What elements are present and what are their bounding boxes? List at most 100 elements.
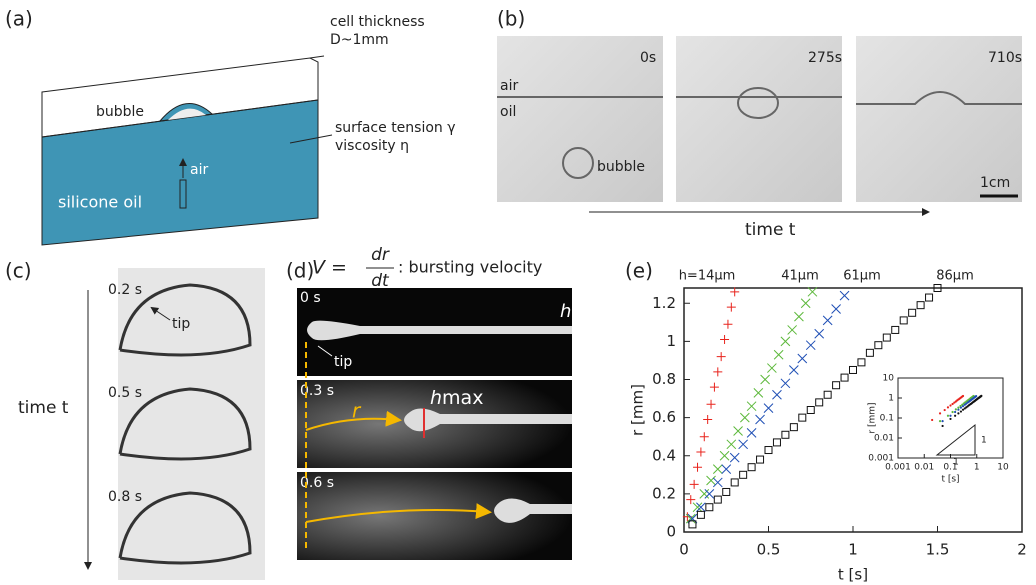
marker bbox=[850, 366, 857, 373]
marker bbox=[697, 511, 704, 518]
y-tick-label: 0.6 bbox=[652, 408, 676, 426]
annotation: tip bbox=[172, 316, 190, 332]
axis-label: time t bbox=[18, 398, 69, 418]
panel-label: (e) bbox=[625, 259, 653, 283]
annotation: bubble bbox=[597, 159, 645, 175]
marker bbox=[700, 489, 709, 498]
marker bbox=[939, 412, 941, 414]
panel-label: (b) bbox=[497, 7, 525, 31]
marker bbox=[944, 409, 946, 411]
marker bbox=[947, 415, 949, 417]
marker bbox=[824, 391, 831, 398]
formula-note: : bursting velocity bbox=[398, 258, 542, 277]
marker bbox=[957, 407, 959, 409]
x-tick-label: 0.01 bbox=[914, 463, 934, 473]
panel-label: (d) bbox=[286, 259, 314, 283]
marker bbox=[957, 412, 959, 414]
marker bbox=[740, 471, 747, 478]
marker bbox=[747, 402, 756, 411]
time-label: 275s bbox=[808, 50, 842, 66]
marker bbox=[789, 365, 798, 374]
marker bbox=[841, 374, 848, 381]
formula: V = bbox=[312, 257, 347, 279]
y-tick-label: 1 bbox=[666, 332, 676, 350]
marker bbox=[739, 440, 748, 449]
marker bbox=[955, 408, 957, 410]
marker bbox=[747, 428, 756, 437]
marker bbox=[949, 415, 951, 417]
x-tick-label: 10 bbox=[997, 463, 1009, 473]
panel-label: (c) bbox=[5, 259, 32, 283]
marker bbox=[693, 463, 702, 472]
y-tick-label: 1.2 bbox=[652, 294, 676, 312]
marker bbox=[740, 413, 749, 422]
cell-edge bbox=[310, 56, 324, 58]
marker bbox=[939, 420, 941, 422]
marker bbox=[941, 420, 943, 422]
oil-face bbox=[42, 100, 318, 245]
marker bbox=[799, 414, 806, 421]
marker bbox=[764, 404, 773, 413]
marker bbox=[710, 383, 719, 392]
x-tick-label: 2 bbox=[1017, 541, 1027, 559]
hmax-h: h bbox=[430, 387, 442, 409]
marker bbox=[727, 440, 736, 449]
marker bbox=[767, 364, 776, 373]
marker bbox=[713, 478, 722, 487]
marker bbox=[858, 359, 865, 366]
marker bbox=[833, 382, 840, 389]
annotation: D~1mm bbox=[330, 32, 389, 48]
y-tick-label: 0.4 bbox=[652, 446, 676, 464]
marker bbox=[713, 465, 722, 474]
marker bbox=[798, 354, 807, 363]
marker bbox=[707, 400, 716, 409]
time-label: 0.5 s bbox=[108, 385, 142, 401]
marker bbox=[772, 390, 781, 399]
photo-stack bbox=[118, 268, 265, 580]
marker bbox=[731, 479, 738, 486]
marker bbox=[730, 453, 739, 462]
x-tick-label: 0.5 bbox=[757, 541, 781, 559]
x-tick-label: 1 bbox=[974, 463, 980, 473]
series-label: 61μm bbox=[843, 269, 880, 284]
marker bbox=[947, 406, 949, 408]
marker bbox=[720, 335, 729, 344]
slope-label: 1 bbox=[953, 458, 959, 468]
marker bbox=[705, 489, 714, 498]
marker bbox=[941, 425, 943, 427]
page: { "panel_a": {"label": "(a)", "cell_thic… bbox=[0, 0, 1036, 585]
annotation: hmax bbox=[430, 387, 483, 409]
marker bbox=[748, 464, 755, 471]
marker bbox=[723, 320, 732, 329]
marker bbox=[765, 447, 772, 454]
x-axis-label: t [s] bbox=[941, 475, 959, 485]
marker bbox=[773, 439, 780, 446]
y-tick-label: 0.8 bbox=[652, 370, 676, 388]
marker bbox=[781, 337, 790, 346]
marker bbox=[957, 409, 959, 411]
marker bbox=[980, 395, 982, 397]
marker bbox=[686, 495, 695, 504]
marker bbox=[801, 299, 810, 308]
marker bbox=[713, 367, 722, 376]
marker bbox=[690, 480, 699, 489]
figure: (a) cell thickness D~1mm bubble surface … bbox=[0, 0, 1036, 585]
annotation: surface tension γ bbox=[335, 120, 456, 136]
marker bbox=[707, 476, 716, 485]
formula-numerator: dr bbox=[371, 245, 390, 265]
series-label: 86μm bbox=[936, 269, 973, 284]
x-tick-label: 1 bbox=[848, 541, 858, 559]
marker bbox=[788, 325, 797, 334]
marker bbox=[806, 341, 815, 350]
marker bbox=[717, 352, 726, 361]
marker bbox=[756, 415, 765, 424]
marker bbox=[722, 465, 731, 474]
time-label: 0s bbox=[640, 50, 656, 66]
marker bbox=[790, 424, 797, 431]
y-axis-label: r [mm] bbox=[868, 402, 878, 433]
marker bbox=[761, 375, 770, 384]
marker bbox=[706, 504, 713, 511]
marker bbox=[951, 411, 953, 413]
y-tick-label: 0 bbox=[666, 523, 676, 541]
marker bbox=[960, 410, 962, 412]
